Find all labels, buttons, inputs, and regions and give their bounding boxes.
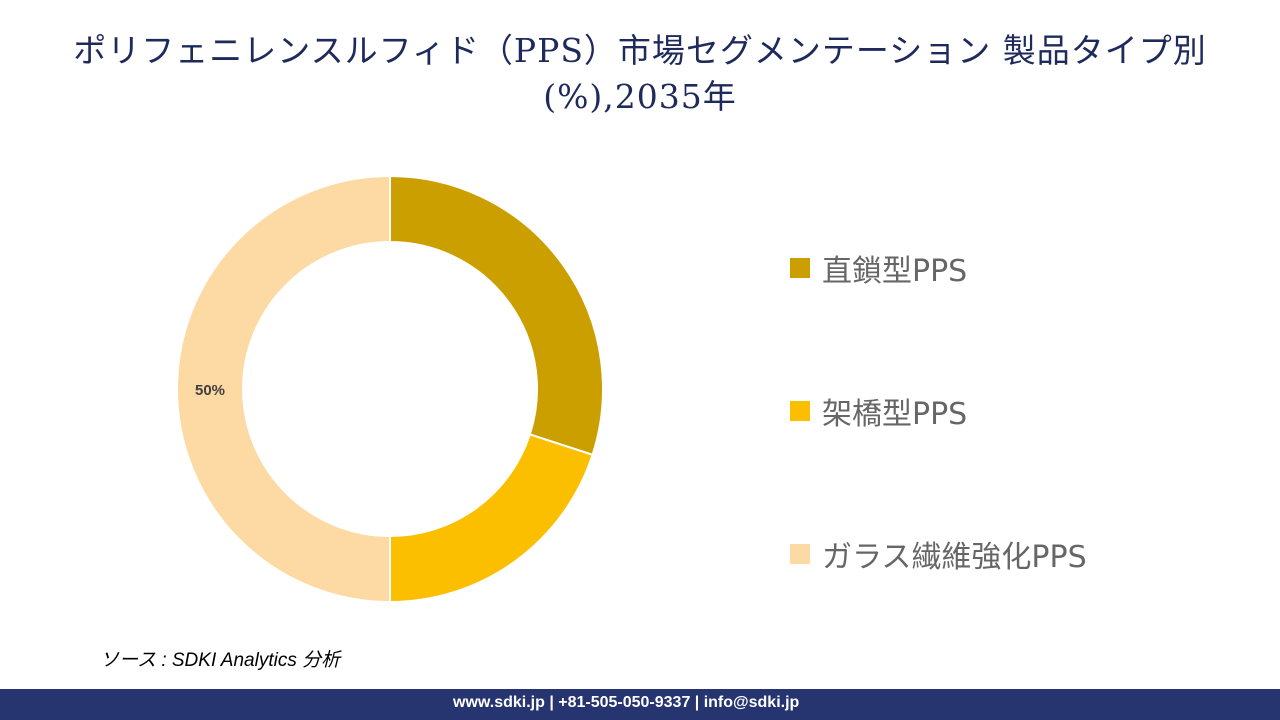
legend-item: 架橋型PPS <box>790 389 967 433</box>
footer-contact[interactable]: www.sdki.jp | +81-505-050-9337 | info@sd… <box>453 694 800 711</box>
legend-swatch <box>790 544 810 564</box>
legend-swatch <box>790 401 810 421</box>
legend-label: 直鎖型PPS <box>822 254 968 289</box>
legend-item: 直鎖型PPS <box>790 246 967 290</box>
donut-slice <box>176 174 391 604</box>
footer-bar: www.sdki.jp | +81-505-050-9337 | info@sd… <box>0 689 1280 720</box>
source-note: ソース : SDKI Analytics 分析 <box>100 650 341 671</box>
legend-swatch <box>790 258 810 278</box>
data-label: 50% <box>195 382 225 399</box>
chart-title: ポリフェニレンスルフィド（PPS）市場セグメンテーション 製品タイプ別(%),2… <box>73 31 1207 116</box>
donut-slice <box>389 433 594 604</box>
legend-item: ガラス繊維強化PPS <box>790 532 1087 576</box>
legend-label: ガラス繊維強化PPS <box>822 540 1087 575</box>
donut-slice <box>389 174 604 457</box>
legend-label: 架橋型PPS <box>822 397 968 432</box>
